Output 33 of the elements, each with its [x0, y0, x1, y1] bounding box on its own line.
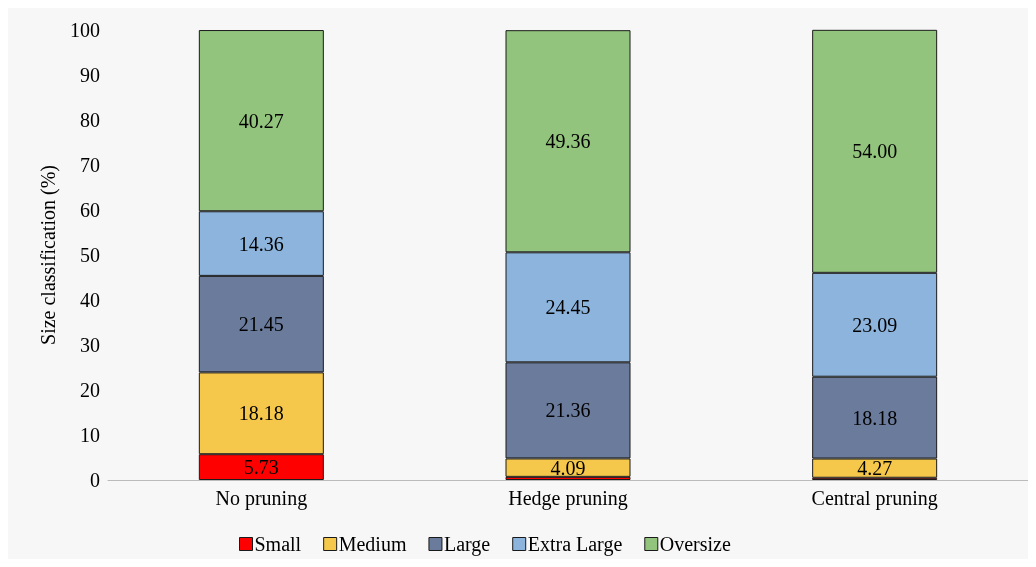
- legend-label: Extra Large: [527, 533, 623, 556]
- data-label: 18.18: [238, 402, 284, 425]
- y-axis-title: Size classification (%): [37, 165, 60, 345]
- y-tick-label: 80: [80, 109, 100, 131]
- data-label: 24.45: [545, 296, 591, 319]
- data-label: 49.36: [545, 130, 591, 153]
- data-label: 14.36: [238, 232, 284, 255]
- legend-label: Medium: [338, 533, 407, 555]
- x-tick-label: Hedge pruning: [508, 487, 628, 510]
- y-tick-label: 20: [80, 379, 100, 401]
- y-tick-label: 10: [80, 424, 100, 446]
- data-label: 21.45: [238, 313, 284, 336]
- data-label: 4.09: [550, 456, 586, 479]
- data-label: 23.09: [852, 313, 898, 336]
- data-label: 4.27: [857, 457, 893, 480]
- data-label: 18.18: [852, 406, 898, 429]
- y-tick-label: 100: [70, 19, 100, 41]
- data-label: 40.27: [238, 109, 284, 132]
- y-tick-label: 60: [80, 199, 100, 221]
- legend-label: Large: [443, 533, 491, 556]
- y-tick-label: 30: [80, 334, 100, 356]
- y-tick-label: 0: [90, 469, 100, 491]
- y-tick-label: 40: [80, 289, 100, 311]
- y-tick-label: 90: [80, 64, 100, 86]
- y-tick-label: 70: [80, 154, 100, 176]
- legend-label: Oversize: [659, 533, 731, 555]
- data-label: 5.73: [243, 456, 279, 479]
- x-tick-label: Central pruning: [811, 487, 938, 510]
- data-label: 21.36: [545, 399, 591, 422]
- legend-label: Small: [254, 533, 302, 555]
- data-label: 54.00: [852, 140, 898, 163]
- x-tick-label: No pruning: [215, 487, 308, 510]
- y-tick-label: 50: [80, 244, 100, 266]
